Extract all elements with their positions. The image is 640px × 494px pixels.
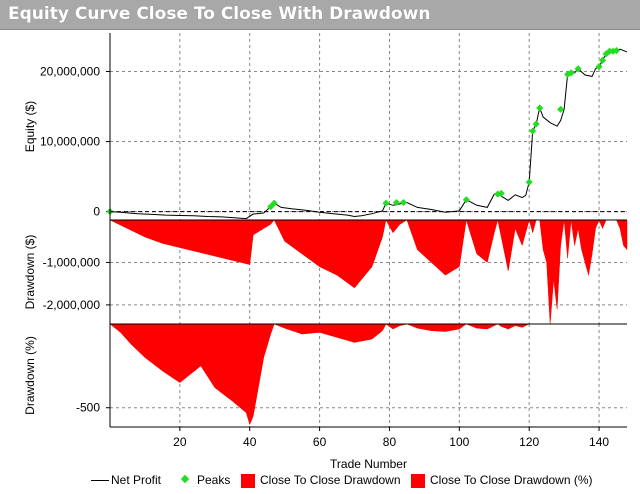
legend-dd-dollar-swatch [241, 474, 255, 488]
x-axis-label: Trade Number [330, 457, 407, 471]
peak-point [536, 104, 544, 112]
peak-point [497, 189, 505, 197]
legend-peaks: Peaks [197, 473, 231, 487]
x-tick-label: 60 [313, 435, 327, 449]
legend-dd-dollar: Close To Close Drawdown [260, 473, 401, 487]
x-tick-label: 20 [173, 435, 187, 449]
peak-point [532, 120, 540, 128]
y-tick-label-equity: 10,000,000 [40, 135, 100, 149]
y-tick-label-equity: 20,000,000 [40, 65, 100, 79]
peak-point [599, 56, 607, 64]
peak-point [574, 65, 582, 73]
peak-point [557, 105, 565, 113]
x-tick-label: 80 [383, 435, 397, 449]
legend-net-profit-swatch [91, 480, 109, 481]
x-tick-label: 100 [449, 435, 469, 449]
peak-point [382, 199, 390, 207]
window-title: Equity Curve Close To Close With Drawdow… [8, 4, 431, 24]
legend-dd-pct: Close To Close Drawdown (%) [430, 473, 593, 487]
series-area-drawdown_pct [109, 323, 627, 426]
y-tick-label-equity: 0 [93, 205, 100, 219]
peak-point [525, 178, 533, 186]
x-tick-label: 120 [519, 435, 539, 449]
legend-dd-pct-swatch [411, 474, 425, 488]
y-tick-label-drawdown_dollar: -1,000,000 [43, 255, 101, 269]
y-axis-label-drawdown_pct: Drawdown (%) [23, 336, 37, 415]
peak-point [567, 69, 575, 77]
peak-point [270, 199, 278, 207]
y-tick-label-drawdown_dollar: -2,000,000 [43, 298, 101, 312]
x-tick-label: 140 [589, 435, 609, 449]
y-axis-label-drawdown_dollar: Drawdown ($) [23, 235, 37, 310]
legend-net-profit: Net Profit [111, 473, 162, 487]
series-line-net-profit [109, 48, 628, 220]
series-area-drawdown_dollar [109, 219, 628, 325]
legend: Net Profit Peaks Close To Close Drawdown… [0, 470, 640, 492]
peak-point [529, 127, 537, 135]
peak-point [399, 198, 407, 207]
y-tick-label-drawdown_pct: -500 [76, 401, 100, 415]
peak-point [462, 196, 470, 204]
x-tick-label: 40 [243, 435, 257, 449]
title-bar: Equity Curve Close To Close With Drawdow… [0, 0, 640, 30]
peak-point [595, 63, 603, 71]
peak-point [612, 46, 621, 55]
peak-point [392, 198, 400, 207]
y-axis-label-equity: Equity ($) [23, 101, 37, 152]
legend-peaks-swatch [180, 474, 190, 484]
